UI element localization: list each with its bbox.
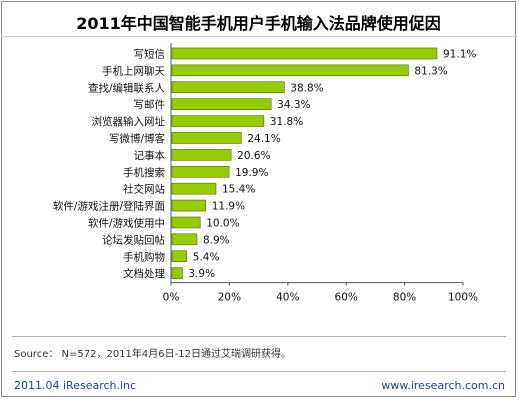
x-tick-labels: 0% 20% 40% 60% 80% 100%	[163, 292, 478, 304]
value-label: 38.8%	[290, 82, 323, 94]
category-label: 论坛发贴回帖	[102, 233, 165, 246]
x-tick-label: 20%	[218, 292, 241, 304]
value-label: 15.4%	[222, 184, 255, 196]
value-labels: 91.1% 81.3% 38.8% 34.3% 31.8% 24.1% 20.6% 19.9%…	[188, 48, 476, 280]
category-label: 写邮件	[134, 98, 166, 111]
bar	[171, 233, 198, 246]
category-label: 软件/游戏注册/登陆界面	[53, 200, 165, 213]
bar	[171, 165, 230, 178]
x-tick-label: 100%	[448, 292, 478, 304]
value-label: 3.9%	[188, 268, 215, 280]
category-label: 记事本	[134, 149, 166, 162]
x-tick-label: 80%	[393, 292, 416, 304]
bar	[171, 250, 188, 263]
chart-title: 2011年中国智能手机用户手机输入法品牌使用促因	[76, 14, 441, 33]
source-divider	[12, 336, 506, 337]
value-label: 81.3%	[414, 65, 447, 77]
x-tick-label: 60%	[335, 292, 358, 304]
category-label: 手机搜索	[123, 166, 165, 179]
bar	[171, 98, 272, 110]
value-label: 10.0%	[206, 217, 239, 229]
value-label: 34.3%	[277, 99, 310, 111]
value-label: 11.9%	[212, 201, 245, 213]
bar	[171, 47, 438, 60]
footer-website: www.iresearch.com.cn	[381, 379, 505, 392]
category-label: 文档处理	[123, 267, 165, 280]
value-label: 24.1%	[247, 133, 280, 145]
chart-bars	[171, 47, 438, 279]
value-label: 5.4%	[193, 251, 220, 263]
value-label: 19.9%	[235, 167, 268, 179]
bar	[171, 267, 183, 279]
category-labels: 写短信手机上网聊天查找/编辑联系人写邮件浏览器输入网址写微博/博客记事本手机搜索…	[53, 47, 166, 280]
bar	[171, 115, 265, 127]
x-tick-label: 40%	[276, 292, 299, 304]
x-tick-label: 0%	[163, 292, 180, 304]
category-label: 写微博/博客	[109, 132, 166, 145]
value-label: 31.8%	[270, 116, 303, 128]
category-label: 查找/编辑联系人	[88, 81, 166, 94]
chart-axes	[170, 43, 464, 286]
category-label: 手机上网聊天	[102, 64, 165, 77]
title-divider	[1, 36, 517, 37]
category-label: 浏览器输入网址	[92, 115, 166, 128]
bar	[171, 149, 232, 161]
value-label: 20.6%	[237, 150, 270, 162]
category-label: 软件/游戏使用中	[88, 216, 165, 229]
bar	[171, 64, 409, 77]
category-label: 社交网站	[123, 183, 165, 196]
bar	[171, 132, 242, 144]
source-note: Source： N=572，2011年4月6日-12日通过艾瑞调研获得。	[14, 349, 291, 360]
category-label: 手机购物	[123, 250, 165, 263]
value-label: 91.1%	[443, 48, 476, 60]
value-label: 8.9%	[203, 234, 230, 246]
bar	[171, 216, 201, 229]
bar	[171, 81, 285, 94]
bar	[171, 199, 207, 212]
bar	[171, 182, 217, 195]
footer-copyright: 2011.04 iResearch.inc	[14, 379, 137, 392]
category-label: 写短信	[134, 47, 166, 60]
footer-divider	[12, 371, 506, 372]
